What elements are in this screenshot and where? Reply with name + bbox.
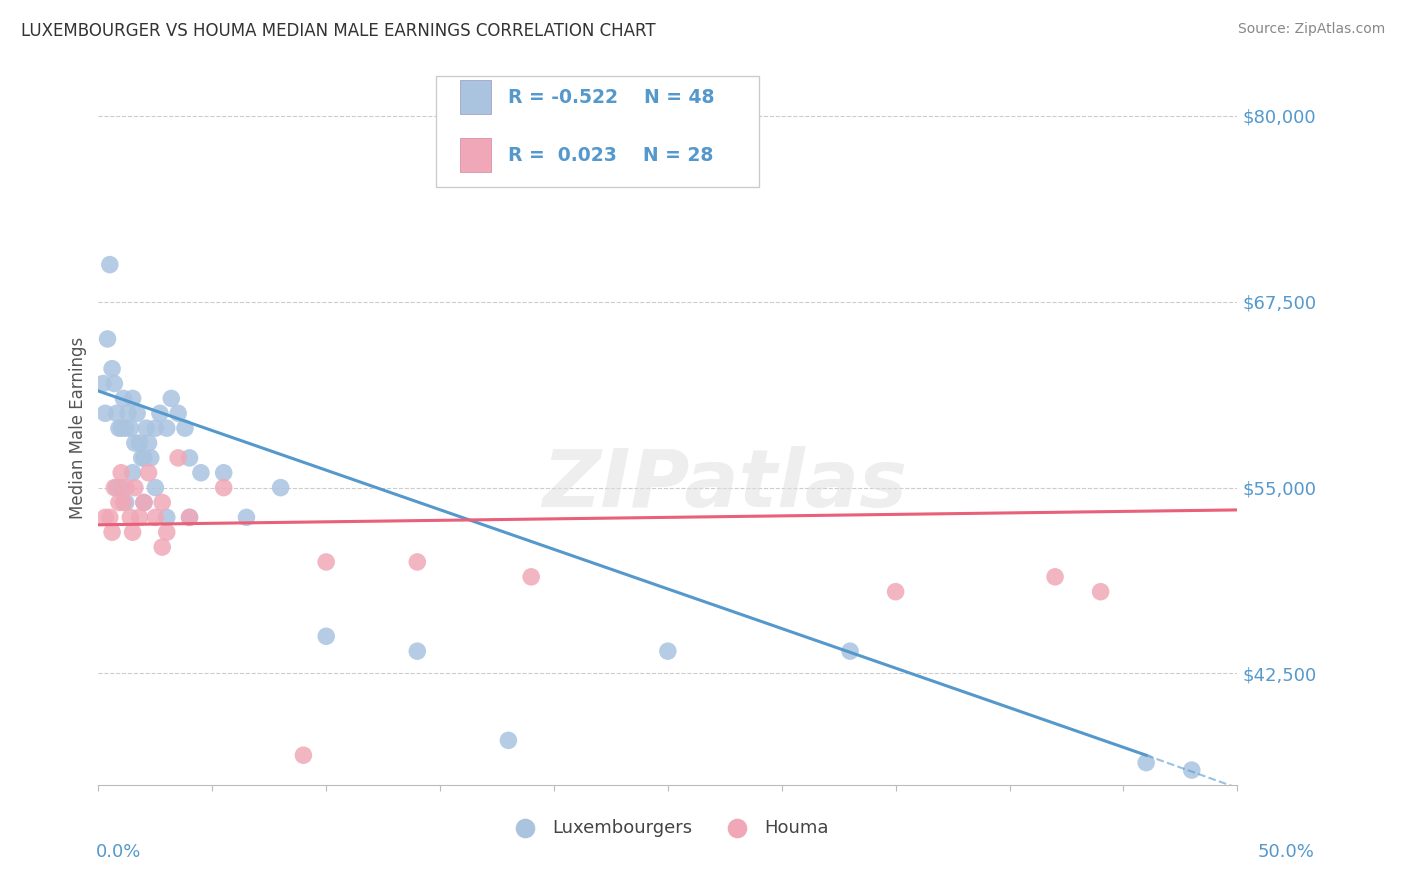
- Point: [156, 510, 179, 524]
- Point: [135, 421, 157, 435]
- Point: [174, 421, 197, 435]
- Point: [108, 495, 131, 509]
- Point: [94, 510, 117, 524]
- Point: [212, 481, 235, 495]
- Point: [520, 570, 543, 584]
- Point: [132, 495, 155, 509]
- Point: [156, 525, 179, 540]
- Point: [160, 392, 183, 406]
- Point: [131, 450, 153, 465]
- Point: [121, 466, 143, 480]
- Point: [270, 481, 292, 495]
- Point: [112, 392, 135, 406]
- Point: [112, 495, 135, 509]
- Point: [884, 584, 907, 599]
- Legend: Luxembourgers, Houma: Luxembourgers, Houma: [499, 812, 837, 844]
- Point: [150, 540, 173, 554]
- Point: [150, 495, 173, 509]
- Point: [114, 495, 136, 509]
- Point: [138, 436, 160, 450]
- Point: [117, 406, 139, 420]
- Point: [120, 510, 142, 524]
- Point: [156, 421, 179, 435]
- Point: [167, 450, 190, 465]
- Point: [1090, 584, 1112, 599]
- Point: [406, 644, 429, 658]
- Point: [121, 525, 143, 540]
- Point: [105, 406, 128, 420]
- Point: [114, 481, 136, 495]
- Point: [235, 510, 257, 524]
- Text: R = -0.522    N = 48: R = -0.522 N = 48: [508, 87, 714, 107]
- Point: [120, 421, 142, 435]
- Point: [132, 450, 155, 465]
- Text: ZIPatlas: ZIPatlas: [543, 446, 907, 524]
- Point: [101, 525, 124, 540]
- Point: [108, 421, 131, 435]
- Text: 50.0%: 50.0%: [1258, 843, 1315, 861]
- Point: [127, 406, 149, 420]
- Point: [1135, 756, 1157, 770]
- Point: [98, 258, 121, 272]
- Point: [98, 510, 121, 524]
- Point: [179, 450, 201, 465]
- Point: [110, 481, 132, 495]
- Point: [96, 332, 118, 346]
- Point: [128, 510, 150, 524]
- Point: [124, 481, 146, 495]
- Text: 0.0%: 0.0%: [96, 843, 141, 861]
- Point: [124, 436, 146, 450]
- Point: [406, 555, 429, 569]
- Point: [128, 436, 150, 450]
- Point: [139, 450, 162, 465]
- Point: [212, 466, 235, 480]
- Point: [110, 466, 132, 480]
- Point: [145, 481, 167, 495]
- Point: [132, 495, 155, 509]
- Point: [145, 421, 167, 435]
- Point: [292, 748, 315, 763]
- Point: [101, 361, 124, 376]
- Point: [103, 481, 125, 495]
- Text: LUXEMBOURGER VS HOUMA MEDIAN MALE EARNINGS CORRELATION CHART: LUXEMBOURGER VS HOUMA MEDIAN MALE EARNIN…: [21, 22, 655, 40]
- Point: [839, 644, 862, 658]
- Point: [1043, 570, 1066, 584]
- Point: [315, 629, 337, 643]
- Point: [179, 510, 201, 524]
- Point: [91, 376, 114, 391]
- Point: [121, 392, 143, 406]
- Point: [1181, 763, 1204, 777]
- Point: [103, 376, 125, 391]
- Point: [190, 466, 212, 480]
- Point: [167, 406, 190, 420]
- Point: [138, 466, 160, 480]
- Point: [657, 644, 679, 658]
- Text: R =  0.023    N = 28: R = 0.023 N = 28: [508, 145, 713, 165]
- Point: [149, 406, 172, 420]
- Point: [145, 510, 167, 524]
- Y-axis label: Median Male Earnings: Median Male Earnings: [69, 337, 87, 519]
- Point: [315, 555, 337, 569]
- Point: [498, 733, 520, 747]
- Point: [179, 510, 201, 524]
- Point: [114, 421, 136, 435]
- Point: [110, 421, 132, 435]
- Point: [105, 481, 128, 495]
- Point: [94, 406, 117, 420]
- Text: Source: ZipAtlas.com: Source: ZipAtlas.com: [1237, 22, 1385, 37]
